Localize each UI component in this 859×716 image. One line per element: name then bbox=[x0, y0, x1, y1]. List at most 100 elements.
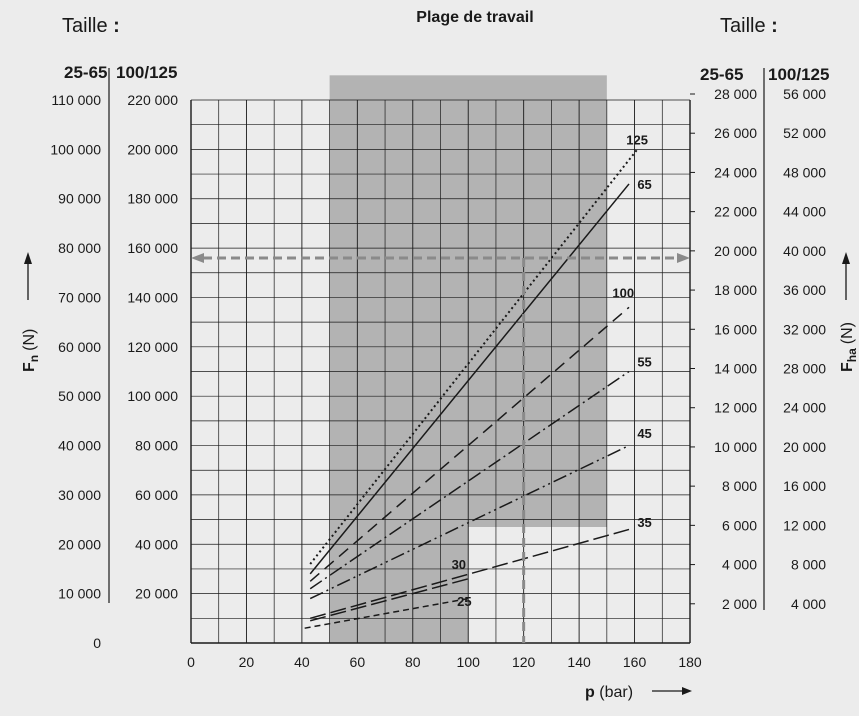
reference-arrow-right bbox=[677, 252, 690, 263]
series-line-100 bbox=[309, 306, 630, 582]
series-label-35: 35 bbox=[637, 515, 651, 530]
left-tick-100-125: 80 000 bbox=[135, 438, 178, 454]
series-label-30: 30 bbox=[452, 557, 466, 572]
series-label-125: 125 bbox=[626, 132, 648, 147]
left-tick-100-125: 60 000 bbox=[135, 487, 178, 503]
right-y-axis-unit: (N) bbox=[839, 322, 856, 344]
right-tick-100-125: 44 000 bbox=[783, 204, 826, 220]
left-group-header-25-65: 25-65 bbox=[64, 63, 107, 82]
series-line-25 bbox=[304, 597, 469, 629]
series-line-125 bbox=[309, 148, 639, 565]
left-tick-100-125: 120 000 bbox=[127, 339, 178, 355]
left-tick-100-125: 100 000 bbox=[127, 388, 178, 404]
left-tick-100-125: 160 000 bbox=[127, 240, 178, 256]
right-tick-100-125: 32 000 bbox=[783, 321, 826, 337]
right-tick-100-125: 24 000 bbox=[783, 400, 826, 416]
right-y-axis-subscript: ha bbox=[845, 348, 859, 362]
left-tick-25-65: 110 000 bbox=[51, 92, 101, 108]
right-size-header: Taille : bbox=[720, 15, 778, 37]
right-tick-25-65: 20 000 bbox=[714, 243, 757, 259]
x-tick-label: 180 bbox=[678, 654, 702, 670]
left-y-axis-unit: (N) bbox=[21, 329, 38, 351]
reference-arrow-left bbox=[191, 252, 204, 263]
x-tick-label: 80 bbox=[405, 654, 421, 670]
chart-title: Plage de travail bbox=[416, 9, 533, 26]
right-tick-25-65: 12 000 bbox=[714, 400, 757, 416]
x-tick-label: 120 bbox=[512, 654, 536, 670]
right-tick-25-65: 2 000 bbox=[722, 596, 757, 612]
right-tick-25-65: 14 000 bbox=[714, 361, 757, 377]
right-tick-25-65: 10 000 bbox=[714, 439, 757, 455]
x-tick-label: 160 bbox=[623, 654, 647, 670]
left-tick-100-125: 20 000 bbox=[135, 586, 178, 602]
right-tick-100-125: 20 000 bbox=[783, 439, 826, 455]
series-label-25: 25 bbox=[457, 594, 471, 609]
svg-text:Fha(N): Fha (N) bbox=[839, 322, 859, 372]
left-y-axis-symbol: F bbox=[21, 362, 38, 372]
series-line-35 bbox=[310, 528, 630, 620]
left-tick-25-65: 10 000 bbox=[58, 586, 101, 602]
x-tick-label: 20 bbox=[239, 654, 255, 670]
reference-lines bbox=[191, 252, 690, 643]
right-tick-25-65: 4 000 bbox=[722, 557, 757, 573]
right-tick-100-125: 12 000 bbox=[783, 517, 826, 533]
left-y-axis-label: Fn (N) bbox=[21, 329, 41, 372]
series-line-65 bbox=[309, 183, 630, 575]
left-tick-100-125: 140 000 bbox=[127, 289, 178, 305]
series-label-65: 65 bbox=[637, 177, 651, 192]
axes bbox=[108, 68, 765, 644]
left-tick-25-65: 30 000 bbox=[58, 487, 101, 503]
series-line-55 bbox=[309, 370, 630, 590]
right-tick-100-125: 28 000 bbox=[783, 361, 826, 377]
left-tick-25-65: 90 000 bbox=[58, 191, 101, 207]
tick-labels: 125 65 100 55 45 35 30 25 0 20 40 60 80 100 120 140 160 1… bbox=[50, 63, 829, 670]
right-tick-25-65: 16 000 bbox=[714, 321, 757, 337]
right-tick-25-65: 8 000 bbox=[722, 478, 757, 494]
x-axis-arrow bbox=[652, 687, 692, 695]
x-tick-label: 0 bbox=[187, 654, 195, 670]
series-line-30 bbox=[310, 578, 469, 622]
series-label-45: 45 bbox=[637, 426, 651, 441]
x-axis-label: p (bar) bbox=[585, 684, 633, 701]
right-tick-25-65: 24 000 bbox=[714, 164, 757, 180]
left-tick-25-65: 100 000 bbox=[50, 141, 101, 157]
left-group-header-100-125: 100/125 bbox=[116, 63, 177, 82]
x-tick-label: 100 bbox=[457, 654, 481, 670]
left-size-header-colon: : bbox=[113, 15, 120, 37]
left-y-axis-subscript: n bbox=[27, 355, 41, 362]
right-tick-100-125: 48 000 bbox=[783, 164, 826, 180]
left-y-axis-arrow bbox=[24, 252, 32, 300]
right-tick-100-125: 16 000 bbox=[783, 478, 826, 494]
left-tick-25-65: 50 000 bbox=[58, 388, 101, 404]
right-tick-100-125: 36 000 bbox=[783, 282, 826, 298]
left-tick-100-125: 200 000 bbox=[127, 141, 178, 157]
left-tick-25-65: 60 000 bbox=[58, 339, 101, 355]
left-tick-100-125: 220 000 bbox=[127, 92, 178, 108]
left-tick-25-65: 80 000 bbox=[58, 240, 101, 256]
series-label-55: 55 bbox=[637, 355, 651, 370]
right-group-header-25-65: 25-65 bbox=[700, 65, 743, 84]
x-tick-label: 40 bbox=[294, 654, 310, 670]
left-tick-25-65: 70 000 bbox=[58, 289, 101, 305]
svg-text:Fn(N): Fn (N) bbox=[21, 329, 41, 372]
right-tick-25-65: 26 000 bbox=[714, 125, 757, 141]
right-tick-100-125: 4 000 bbox=[791, 596, 826, 612]
left-tick-25-65: 40 000 bbox=[58, 438, 101, 454]
right-group-header-100-125: 100/125 bbox=[768, 65, 829, 84]
right-tick-25-65: 22 000 bbox=[714, 204, 757, 220]
right-tick-100-125: 40 000 bbox=[783, 243, 826, 259]
left-size-header-text: Taille bbox=[62, 15, 108, 37]
right-size-header-text: Taille bbox=[720, 15, 766, 37]
left-tick-25-65: 20 000 bbox=[58, 536, 101, 552]
x-tick-label: 140 bbox=[567, 654, 591, 670]
right-tick-100-125: 52 000 bbox=[783, 125, 826, 141]
series-label-100: 100 bbox=[612, 285, 634, 300]
right-y-axis-symbol: F bbox=[839, 362, 856, 372]
right-tick-100-125: 8 000 bbox=[791, 557, 826, 573]
grid bbox=[190, 99, 691, 644]
x-axis-symbol: p bbox=[585, 684, 595, 701]
right-tick-25-65: 6 000 bbox=[722, 517, 757, 533]
left-tick-100-125: 40 000 bbox=[135, 536, 178, 552]
x-axis-unit: (bar) bbox=[599, 684, 633, 701]
